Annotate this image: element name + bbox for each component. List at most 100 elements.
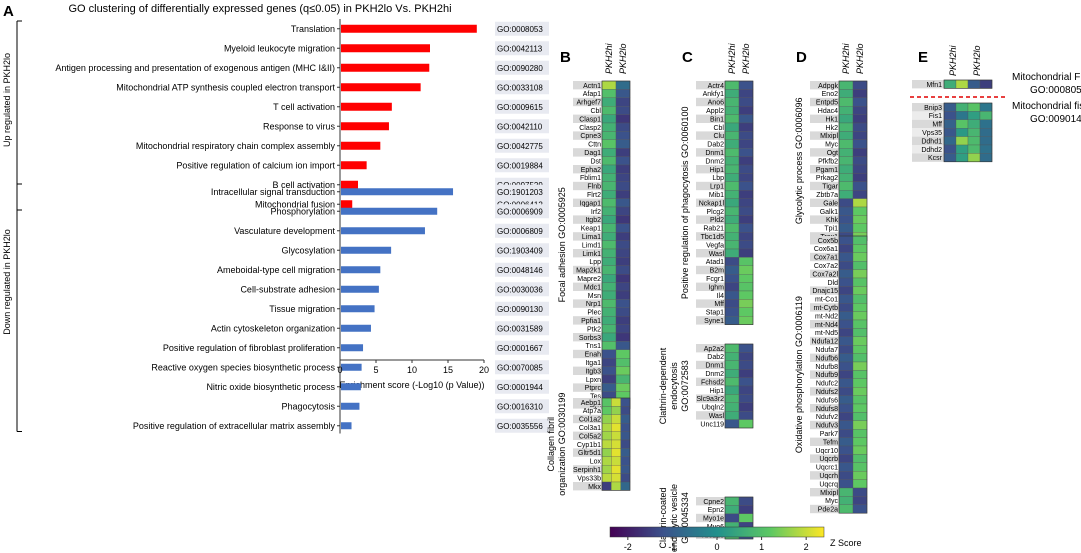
heatmap-group-label: Focal adhesion GO:0005925 bbox=[557, 187, 567, 302]
gene-label: Mlxipl bbox=[820, 490, 838, 497]
bar-category-label: Phagocytosis bbox=[281, 401, 335, 411]
gene-label-stripe bbox=[810, 269, 840, 278]
down-regulated-label: Down regulated in PKH2lo bbox=[2, 229, 12, 335]
gene-label-stripe bbox=[810, 181, 840, 191]
gene-label-stripe bbox=[810, 404, 840, 413]
heatmap-cell bbox=[738, 411, 754, 420]
gene-label: Ddhd2 bbox=[921, 147, 942, 154]
heatmap-group-label: Glycolytic process GO:0006096 bbox=[794, 98, 804, 225]
heatmap-cell bbox=[838, 294, 854, 304]
heatmap-cell bbox=[979, 119, 993, 129]
go-id-box bbox=[495, 301, 549, 316]
gene-label-stripe bbox=[696, 497, 726, 506]
heatmap-cell bbox=[943, 153, 957, 162]
heatmap-cell bbox=[724, 419, 740, 429]
gene-label: Dnm1 bbox=[705, 363, 724, 370]
heatmap-cell bbox=[852, 80, 868, 90]
gene-label-stripe bbox=[912, 80, 944, 89]
gene-label: mt-Nd4 bbox=[815, 322, 838, 329]
bar-category-label: B cell activation bbox=[272, 180, 335, 190]
heatmap-cell bbox=[724, 148, 740, 157]
heatmap-cell bbox=[838, 198, 854, 208]
heatmap-cell bbox=[738, 352, 754, 361]
heatmap-cell bbox=[852, 479, 868, 489]
heatmap-cell bbox=[601, 358, 617, 367]
gene-label: Dnm1 bbox=[705, 150, 724, 157]
heatmap-cell bbox=[724, 223, 740, 233]
gene-label: Irf2 bbox=[591, 209, 601, 216]
gene-label: Flrt2 bbox=[587, 192, 601, 199]
gene-label: Itga1 bbox=[585, 360, 601, 367]
gene-label: Gltr5d1 bbox=[578, 450, 601, 457]
heatmap-cell bbox=[615, 139, 631, 149]
go-id-label: GO:0042110 bbox=[497, 122, 543, 131]
bar bbox=[341, 44, 430, 53]
heatmap-cell bbox=[852, 294, 868, 304]
gene-label: Fblim1 bbox=[580, 175, 601, 182]
go-id-box bbox=[495, 204, 549, 219]
gene-label-stripe bbox=[810, 471, 840, 480]
gene-label: Cbl bbox=[713, 125, 724, 132]
gene-label: B2m bbox=[710, 268, 725, 275]
gene-label: Tns1 bbox=[585, 343, 601, 350]
go-id-box bbox=[495, 340, 549, 355]
bar bbox=[341, 324, 371, 332]
heatmap-cell bbox=[852, 173, 868, 182]
heatmap-cell bbox=[838, 387, 854, 396]
gene-label: Cox7a2 bbox=[814, 263, 838, 270]
heatmap-cell bbox=[724, 343, 740, 353]
heatmap-group-border bbox=[724, 496, 754, 540]
heatmap-cell bbox=[738, 360, 754, 370]
heatmap-cell bbox=[601, 265, 617, 275]
heatmap-cell bbox=[615, 122, 631, 132]
heatmap-cell bbox=[955, 119, 969, 129]
gene-label: Ndufs2 bbox=[816, 389, 838, 396]
gene-label: Pld2 bbox=[710, 217, 724, 224]
heatmap-cell bbox=[967, 79, 981, 89]
bar-category-label: Actin cytoskeleton organization bbox=[211, 323, 335, 333]
go-id-box bbox=[495, 243, 549, 258]
gene-label-stripe bbox=[696, 165, 726, 174]
gene-label: Uqcrq bbox=[819, 481, 838, 488]
go-id-label: GO:0031589 bbox=[497, 324, 543, 333]
gene-label-stripe bbox=[810, 454, 840, 463]
gene-label-stripe bbox=[810, 198, 840, 207]
gene-label: Nckap1l bbox=[699, 200, 725, 207]
fission-go-id: GO:0090141 bbox=[1030, 114, 1081, 125]
heatmap-cell bbox=[724, 307, 740, 317]
go-id-label: GO:0008053 bbox=[497, 25, 543, 34]
gene-label: Lbp bbox=[712, 175, 724, 182]
heatmap-cell bbox=[738, 206, 754, 216]
gene-label: Cyp1b1 bbox=[577, 442, 601, 449]
gene-label-stripe bbox=[912, 111, 944, 120]
heatmap-cell bbox=[738, 148, 754, 157]
gene-label-stripe bbox=[573, 431, 603, 440]
gene-label: Gale bbox=[823, 200, 838, 207]
gene-label: Lox bbox=[590, 459, 602, 466]
heatmap-cell bbox=[738, 402, 754, 412]
heatmap-cell bbox=[601, 481, 612, 491]
gene-label: mt-Nd2 bbox=[815, 313, 838, 320]
heatmap-cell bbox=[615, 299, 631, 308]
heatmap-cell bbox=[838, 223, 854, 233]
heatmap-cell bbox=[852, 181, 868, 191]
heatmap-cell bbox=[852, 336, 868, 346]
gene-label-stripe bbox=[573, 349, 603, 359]
gene-label: Ddhd1 bbox=[921, 138, 942, 145]
heatmap-group-label: organization GO:0030199 bbox=[557, 393, 567, 496]
heatmap-group-border bbox=[724, 343, 754, 429]
heatmap-cell bbox=[615, 366, 631, 376]
heatmap-cell bbox=[852, 114, 868, 124]
heatmap-cell bbox=[838, 269, 854, 279]
gene-label: Myc bbox=[825, 498, 838, 505]
panel-label-d: D bbox=[796, 49, 807, 66]
gene-label: Hip1 bbox=[710, 388, 725, 395]
gene-label: Col5a2 bbox=[579, 433, 601, 440]
heatmap-cell bbox=[967, 128, 981, 137]
heatmap-column-header: PKH2hi bbox=[841, 42, 851, 74]
heatmap-cell bbox=[852, 156, 868, 166]
gene-label: Fchsd2 bbox=[701, 379, 724, 386]
heatmap-cell bbox=[852, 387, 868, 396]
heatmap-cell bbox=[615, 290, 631, 300]
gene-label: Actr4 bbox=[708, 83, 724, 90]
